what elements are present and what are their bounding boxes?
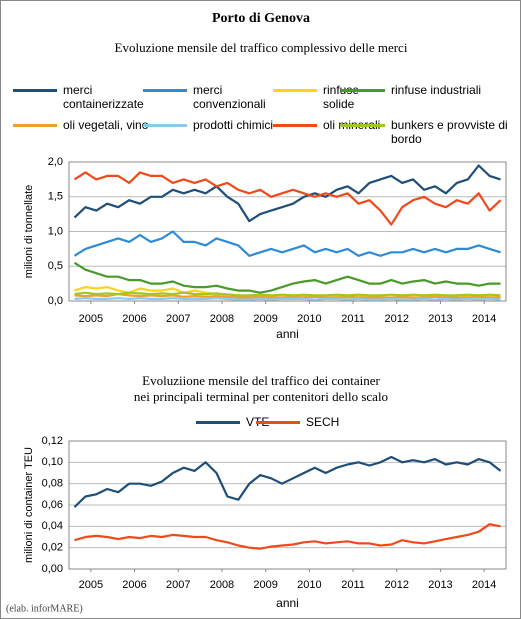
legend-label: merci convenzionali <box>193 83 266 111</box>
legend-label: oli vegetali, vino <box>63 118 149 132</box>
legend-swatch <box>256 421 300 424</box>
legend-label: prodotti chimici <box>193 118 274 132</box>
legend-label: SECH <box>306 415 340 429</box>
x-tick-label: 2012 <box>385 579 409 591</box>
x-axis-label: anni <box>276 596 299 610</box>
series-line <box>74 291 501 297</box>
x-tick-label: 2012 <box>385 313 409 325</box>
x-tick-label: 2013 <box>428 579 452 591</box>
legend-swatch <box>273 124 317 127</box>
y-tick-label: 0,04 <box>42 520 63 532</box>
legend-swatch <box>13 89 57 92</box>
x-tick-label: 2008 <box>210 579 234 591</box>
legend-label: rinfuse industriali <box>391 83 482 97</box>
legend-label: merci containerizzate <box>63 83 144 111</box>
x-tick-label: 2005 <box>79 313 103 325</box>
legend-swatch <box>13 124 57 127</box>
y-tick-label: 0,0 <box>48 295 63 307</box>
y-tick-label: 0,5 <box>48 260 63 272</box>
y-tick-label: 1,5 <box>48 191 63 203</box>
x-tick-label: 2006 <box>122 579 146 591</box>
x-tick-label: 2009 <box>253 313 277 325</box>
y-tick-label: 0,12 <box>42 435 63 447</box>
legend-swatch <box>143 124 187 127</box>
series-line <box>73 230 501 257</box>
x-tick-label: 2006 <box>122 313 146 325</box>
legend-swatch <box>143 89 187 92</box>
legend-swatch <box>273 89 317 92</box>
series-line <box>73 171 502 226</box>
source: (elab. inforMARE) <box>6 603 83 614</box>
legend-swatch <box>196 421 240 424</box>
x-axis-label: anni <box>276 327 299 341</box>
x-tick-label: 2008 <box>210 313 234 325</box>
series-line <box>73 261 501 294</box>
x-tick-label: 2007 <box>166 313 190 325</box>
legend-label: bunkers e provviste di bordo <box>391 118 508 146</box>
series-line <box>74 523 501 550</box>
x-tick-label: 2011 <box>341 313 365 325</box>
chart-subtitle: nei principali terminal per contenitori … <box>134 389 388 404</box>
y-tick-label: 2,0 <box>48 156 63 168</box>
chart-title: Evoluzione mensile del traffico compless… <box>115 40 408 55</box>
x-tick-label: 2010 <box>297 313 321 325</box>
chart-title: Evoluziione mensile del traffico dei con… <box>142 373 380 388</box>
x-tick-label: 2007 <box>166 579 190 591</box>
x-tick-label: 2013 <box>428 313 452 325</box>
series-line <box>73 164 501 223</box>
y-axis-label: milioni di container TEU <box>23 447 35 563</box>
y-tick-label: 1,0 <box>48 225 63 237</box>
x-tick-label: 2010 <box>297 579 321 591</box>
legend-swatch <box>341 124 385 127</box>
x-tick-label: 2009 <box>253 579 277 591</box>
y-tick-label: 0,02 <box>42 542 63 554</box>
x-tick-label: 2014 <box>472 579 496 591</box>
series-line <box>74 297 501 301</box>
plot-frame <box>68 440 507 570</box>
legend-label: rinfuse solide <box>323 83 359 111</box>
y-tick-label: 0,08 <box>42 478 63 490</box>
y-tick-label: 0,06 <box>42 499 63 511</box>
legend-swatch <box>341 89 385 92</box>
series-line <box>73 455 502 508</box>
y-tick-label: 0,10 <box>42 456 63 468</box>
page-title: Porto di Genova <box>212 11 310 26</box>
x-tick-label: 2011 <box>341 579 365 591</box>
y-axis-label: milioni di tonnellate <box>23 185 35 279</box>
y-tick-label: 0,00 <box>42 563 63 575</box>
plot-frame <box>68 161 507 302</box>
x-tick-label: 2005 <box>79 579 103 591</box>
series-line <box>74 293 501 299</box>
x-tick-label: 2014 <box>472 313 496 325</box>
